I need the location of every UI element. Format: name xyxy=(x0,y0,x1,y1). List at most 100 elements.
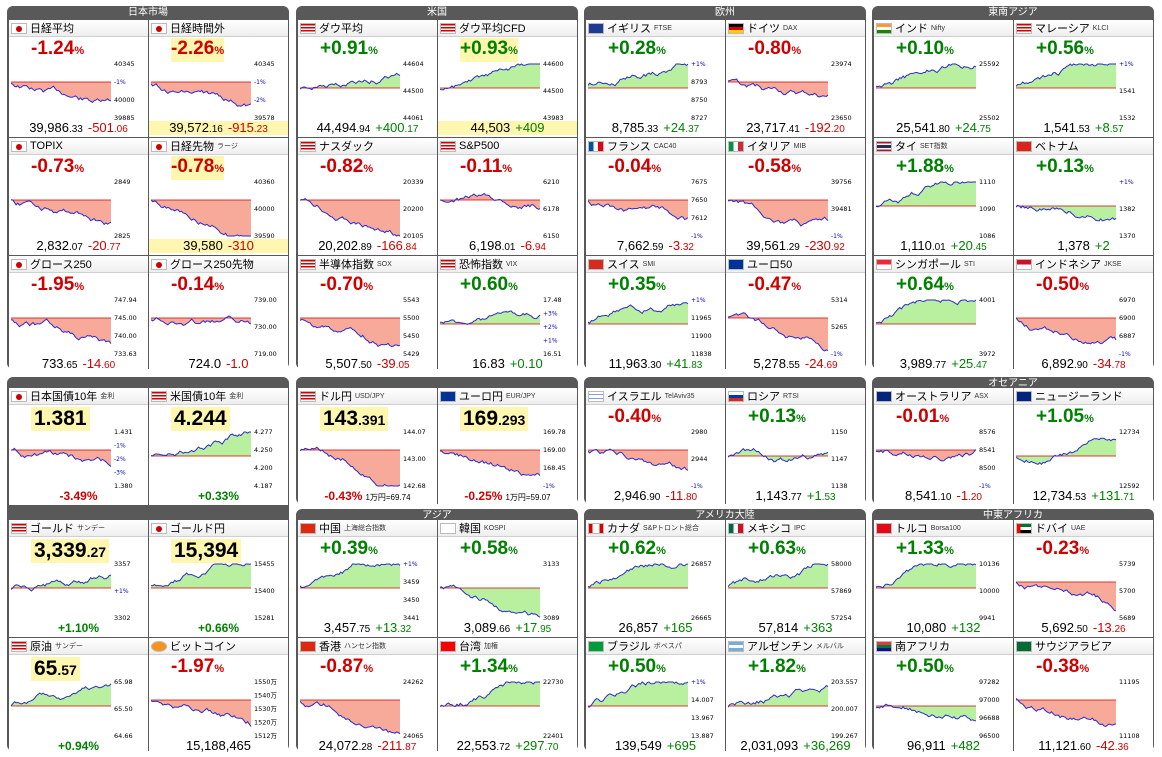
tile-header: メキシコ IPC xyxy=(726,520,865,537)
market-tile[interactable]: マレーシア KLCI +1% 1541 1532 +0.56% 1,541.53 +8.57 xyxy=(1014,20,1153,137)
market-tile[interactable]: 恐怖指数 VIX 17.48 +3% +2% +1% 16.51 +0.60% 16.83 +0.… xyxy=(438,256,577,373)
axis-tick-label: 169.78 xyxy=(543,428,566,436)
market-tile[interactable]: スイス SMI +1% 11965 11900 11838 +0.35% 11,963.30 +… xyxy=(586,256,725,373)
tile-subname: ラージ xyxy=(217,143,238,150)
market-tile[interactable]: 日経時間外 40345 -1% -2% 39578 -2.26% 39,572.16 -915… xyxy=(149,20,288,137)
market-tile[interactable]: グロース250 747.94 745.00 740.00 733.63 -1.95% 733… xyxy=(9,256,148,373)
market-tile[interactable]: 日本国債10年 金利 1.431 -1% -2% -3% 1.380 1.381 -3.49% xyxy=(9,388,148,505)
tile-header: イスラエル TelAviv35 xyxy=(586,388,725,405)
market-tile[interactable]: アルゼンチン メルバル 203.557 200.007 199.267 +1.82% 2,0… xyxy=(726,638,865,755)
price: 8,541.10 xyxy=(905,488,952,504)
intraday-chart: 25592 25502 xyxy=(876,60,1000,122)
region-title: 日本市場 xyxy=(128,7,168,18)
market-tile[interactable]: インドネシア JKSE 6970 6900 6887 -1% -0.50% 6,892.90-… xyxy=(1014,256,1153,373)
market-tile[interactable]: 半導体指数 SOX 5543 5500 5450 5429 -0.70% 5,507.50 -3… xyxy=(298,256,437,373)
change-value: -13.26 xyxy=(1092,620,1126,636)
price-footer: 96,911 +482 xyxy=(874,739,1013,753)
change-percent: -0.80% xyxy=(748,38,802,59)
market-tile[interactable]: タイ SET指数 1110 1090 1086 +1.88% 1,110.01 +20.45 xyxy=(874,138,1013,255)
market-tile[interactable]: ドル円 USD/JPY 144.07 143.00 142.68 143.391 -0.43… xyxy=(298,388,437,505)
tile-name: 日経平均 xyxy=(30,23,74,35)
market-tile[interactable]: ブラジル ボベスパ +1% 14.007 13.967 13.887 +0.50% 139,5… xyxy=(586,638,725,755)
market-tile[interactable]: シンガポール STI 4001 3972 +0.64% 3,989.77 +25.47 xyxy=(874,256,1013,373)
market-tile[interactable]: ドイツ DAX 23974 23650 -0.80% 23,717.41 -192.20 xyxy=(726,20,865,137)
market-tile[interactable]: ゴールド サンデー 3357 +1% 3302 3,339.27 +1.10% xyxy=(9,520,148,637)
tile-name: オーストラリア xyxy=(895,391,972,403)
market-tile[interactable]: 中国 上海総合指数 +1% 3459 3450 3441 +0.39% 3,457.75 +13… xyxy=(298,520,437,637)
market-tile[interactable]: ベトナム +1% 1382 1370 +0.13% 1,378 +2 xyxy=(1014,138,1153,255)
market-tile[interactable]: イスラエル TelAviv35 2980 2944 -1% -0.40% 2,946.90-… xyxy=(586,388,725,505)
market-tile[interactable]: オーストラリア ASX 8576 8541 8500 -1% -0.01% 8,541.10-… xyxy=(874,388,1013,505)
price-line xyxy=(300,197,401,237)
eu-flag-icon xyxy=(440,390,456,402)
market-tile[interactable]: 原油 サンデー 65.98 65.50 64.66 65.57 +0.94% xyxy=(9,638,148,755)
change-percent: -1.95% xyxy=(31,274,85,295)
price-line xyxy=(440,310,541,325)
market-tile[interactable]: 台湾 加権 22730 22401 +1.34% 22,553.72 +297.70 xyxy=(438,638,577,755)
tile-header: 南アフリカ xyxy=(874,638,1013,655)
change-value: +20.45 xyxy=(950,238,987,254)
price-line xyxy=(300,72,401,91)
axis-tick-label: 39590 xyxy=(254,232,275,240)
price-footer: 6,892.90 -34.78 xyxy=(1014,357,1153,372)
intraday-chart: 5543 5500 5450 5429 xyxy=(300,296,420,358)
price-footer: 1,143.77 +1.53 xyxy=(726,489,865,504)
tile-name: ゴールド xyxy=(30,523,74,535)
axis-tick-label: 11838 xyxy=(691,350,712,358)
change-percent: +1.82% xyxy=(748,656,806,677)
market-tile[interactable]: ユーロ50 5314 5265 -1% -0.47% 5,278.55 -24.69 xyxy=(726,256,865,373)
price: 10,080 xyxy=(906,620,947,635)
market-tile[interactable]: 香港 ハンセン指数 24262 24065 -0.87% 24,072.28 -211.87 xyxy=(298,638,437,755)
chart-area xyxy=(876,449,976,461)
chart-area xyxy=(11,683,111,706)
axis-tick-label: 1530万 xyxy=(254,705,278,713)
market-tile[interactable]: グロース250先物 739.00 730.00 719.00 -0.14% 724.0 -1… xyxy=(149,256,288,373)
market-tile[interactable]: 米国債10年 金利 4.277 4.250 4.200 4.187 4.244 +0.33% xyxy=(149,388,288,505)
market-tile[interactable]: ドバイ UAE 5739 5700 5689 -0.23% 5,692.50 -13.26 xyxy=(1014,520,1153,637)
change-value: -166.84 xyxy=(376,238,417,254)
axis-tick-label: 3357 xyxy=(114,560,131,568)
market-tile[interactable]: 日経先物 ラージ 40360 40000 39590 -0.78% 39,580 -310 xyxy=(149,138,288,255)
market-tile[interactable]: トルコ Borsa100 10136 10000 9941 +1.33% 10,080 +13… xyxy=(874,520,1013,637)
axis-tick-label: -1% xyxy=(831,351,843,358)
axis-tick-label: 44604 xyxy=(403,60,424,68)
market-tile[interactable]: インド Nifty 25592 25502 +0.10% 25,541.80 +24.75 xyxy=(874,20,1013,137)
market-tile[interactable]: ニュージーランド 12734 12592 +1.05% 12,734.53 +131.71 xyxy=(1014,388,1153,505)
market-tile[interactable]: ユーロ円 EUR/JPY 169.78 169.00 168.45 -1% 169.293 -… xyxy=(438,388,577,505)
tile-subname: Borsa100 xyxy=(930,524,961,532)
change-value: +400.17 xyxy=(375,120,419,136)
intraday-chart: 40345 -1% 40000 39885 xyxy=(11,60,135,122)
market-tile[interactable]: ダウ平均 44604 44500 44061 +0.91% 44,494.94 +400.1… xyxy=(298,20,437,137)
price: 26,857 xyxy=(618,620,659,635)
market-tile[interactable]: TOPIX 2849 2825 -0.73% 2,832.07 -20.77 xyxy=(9,138,148,255)
tile-name: ブラジル xyxy=(607,641,651,653)
market-tile[interactable]: ナスダック 20339 20200 20105 -0.82% 20,202.89 -166.… xyxy=(298,138,437,255)
market-tile[interactable]: サウジアラビア 11195 11108 -0.38% 11,121.60 -42.36 xyxy=(1014,638,1153,755)
market-tile[interactable]: フランス CAC40 7675 7650 7612 -1% -0.04% 7,662.59 -3… xyxy=(586,138,725,255)
jp-flag-icon xyxy=(11,390,27,402)
axis-tick-label: 747.94 xyxy=(114,296,137,304)
market-tile[interactable]: S&P500 6210 6178 6150 -0.11% 6,198.01 -6.94 xyxy=(438,138,577,255)
price-footer: 2,946.90 -11.80 xyxy=(586,489,725,504)
price-line xyxy=(588,448,689,471)
market-tile[interactable]: ロシア RTSI 1150 1147 1138 +0.13% 1,143.77 +1.53 xyxy=(726,388,865,505)
chart-area xyxy=(300,564,400,588)
market-tile[interactable]: イギリス FTSE +1% 8793 8750 8727 +0.28% 8,785.33 +24… xyxy=(586,20,725,137)
market-tile[interactable]: ダウ平均CFD 44600 44500 43983 +0.93% 44,503 +409 xyxy=(438,20,577,137)
market-tile[interactable]: ビットコイン 1550万 1540万 1530万 1520万 1512万 -1.97% 15,… xyxy=(149,638,288,755)
axis-tick-label: 23974 xyxy=(831,60,852,68)
market-tile[interactable]: イタリア MIB 39756 39481 -1% -0.58% 39,561.29 -230.… xyxy=(726,138,865,255)
price-line xyxy=(876,181,976,208)
market-tile[interactable]: カナダ S&Pトロント総合 26857 26665 +0.62% 26,857 +165 xyxy=(586,520,725,637)
tile-name: シンガポール xyxy=(895,259,961,271)
market-tile[interactable]: 南アフリカ 97282 97000 96688 96500 +0.50% 96,911 +48… xyxy=(874,638,1013,755)
price-footer: 22,553.72 +297.70 xyxy=(438,739,577,754)
bt-flag-icon xyxy=(151,640,167,652)
market-tile[interactable]: ゴールド円 15455 15400 15281 15,394 +0.66% xyxy=(149,520,288,637)
intraday-chart: 7675 7650 7612 -1% xyxy=(588,178,708,240)
market-tile[interactable]: 日経平均 40345 -1% 40000 39885 -1.24% 39,986.33 -50… xyxy=(9,20,148,137)
market-tile[interactable]: 韓国 KOSPI 3133 3089 +0.58% 3,089.66 +17.95 xyxy=(438,520,577,637)
tile-name: マレーシア xyxy=(1035,23,1090,35)
change-value: -42.36 xyxy=(1096,738,1129,754)
market-tile[interactable]: メキシコ IPC 58000 57869 57254 +0.63% 57,814 +363 xyxy=(726,520,865,637)
